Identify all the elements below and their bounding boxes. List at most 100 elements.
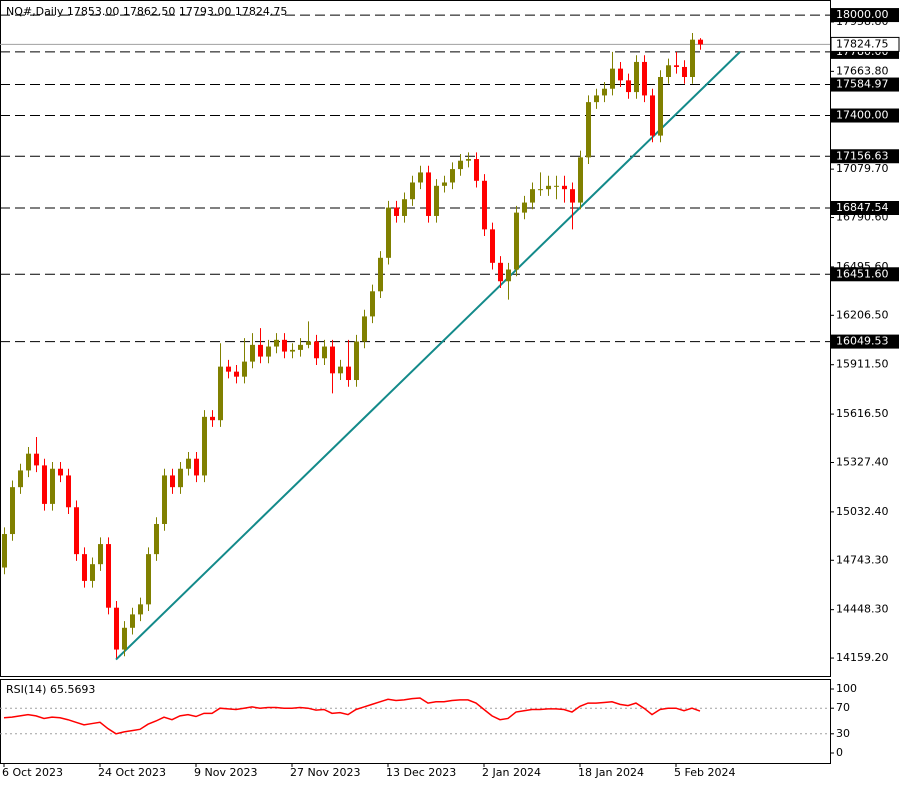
candle-body	[442, 182, 447, 186]
candle-body	[434, 185, 439, 216]
candle-body	[450, 169, 455, 183]
candle-body	[386, 207, 391, 258]
candle-body	[290, 349, 295, 352]
candle-body	[66, 475, 71, 508]
level-label: 16451.60	[836, 267, 889, 280]
candle-body	[242, 361, 247, 377]
candle-body	[570, 189, 575, 203]
candle-body	[138, 604, 143, 615]
candle-body	[586, 102, 591, 158]
y-tick-label: 17079.70	[836, 162, 889, 175]
candle-body	[306, 341, 311, 345]
y-tick-label: 14743.30	[836, 553, 889, 566]
rsi-tick-label: 70	[836, 701, 850, 714]
candle-body	[530, 189, 535, 203]
candle-body	[674, 65, 679, 67]
candle-body	[634, 61, 639, 93]
candle-body	[202, 416, 207, 476]
candle-body	[186, 458, 191, 469]
candle-body	[514, 212, 519, 270]
candle-body	[226, 366, 231, 372]
level-box	[831, 200, 899, 215]
candle-body	[642, 61, 647, 96]
level-label: 16049.53	[836, 335, 889, 348]
candle-body	[402, 199, 407, 216]
candle-body	[490, 229, 495, 263]
rsi-line	[3, 697, 701, 735]
candle-body	[34, 453, 39, 466]
candle-body	[298, 344, 303, 350]
rsi-tick-label: 0	[836, 746, 843, 759]
candle-body	[170, 475, 175, 488]
rsi-tick-label: 30	[836, 727, 850, 740]
y-tick-label: 14159.20	[836, 651, 889, 664]
candle-body	[314, 341, 319, 359]
candle-body	[154, 523, 159, 555]
candle-body	[658, 77, 663, 136]
rsi-panel	[0, 679, 831, 764]
x-tick-label: 2 Jan 2024	[482, 766, 541, 779]
candle-body	[458, 160, 463, 170]
y-tick-label: 14448.30	[836, 603, 889, 616]
candle-body	[178, 468, 183, 488]
price-panel	[0, 0, 831, 677]
candle-body	[274, 339, 279, 347]
chart-title: NQ#,Daily 17853.00 17862.50 17793.00 178…	[6, 5, 287, 18]
x-tick-label: 18 Jan 2024	[578, 766, 644, 779]
candle-body	[106, 544, 111, 608]
candle-body	[58, 468, 63, 476]
candle-body	[162, 475, 167, 524]
level-label: 16847.54	[836, 201, 889, 214]
candle-body	[418, 172, 423, 183]
level-label: 17156.63	[836, 149, 889, 162]
candle-body	[426, 172, 431, 216]
rsi-title: RSI(14) 65.5693	[6, 683, 95, 696]
candle-body	[258, 344, 263, 357]
candle-body	[218, 366, 223, 421]
level-label: 17584.97	[836, 78, 889, 91]
candle-body	[210, 416, 215, 421]
level-box	[831, 149, 899, 164]
candle-body	[378, 257, 383, 292]
candle-body	[394, 207, 399, 216]
candle-body	[114, 607, 119, 650]
level-box	[831, 267, 899, 282]
candle-body	[266, 346, 271, 357]
y-tick-label: 15911.50	[836, 358, 889, 371]
candle-body	[50, 468, 55, 504]
level-label: 18000.00	[836, 8, 889, 21]
candle-body	[618, 68, 623, 81]
x-tick-label: 24 Oct 2023	[98, 766, 166, 779]
candle-body	[498, 262, 503, 282]
x-tick-label: 9 Nov 2023	[194, 766, 257, 779]
candle-body	[322, 346, 327, 359]
x-tick-label: 13 Dec 2023	[386, 766, 456, 779]
y-tick-label: 15327.40	[836, 455, 889, 468]
candle-body	[26, 453, 31, 471]
candle-body	[18, 470, 23, 488]
candle-body	[538, 189, 543, 191]
candle-body	[346, 366, 351, 381]
candle-body	[362, 316, 367, 342]
y-tick-label: 15032.40	[836, 505, 889, 518]
candle-body	[482, 180, 487, 230]
candle-body	[122, 627, 127, 650]
candle-body	[626, 80, 631, 93]
candle-body	[666, 65, 671, 78]
candle-body	[90, 564, 95, 581]
candle-body	[194, 458, 199, 476]
candle-body	[234, 371, 239, 377]
trendline	[115, 51, 741, 661]
level-label: 17400.00	[836, 109, 889, 122]
candle-body	[330, 346, 335, 374]
x-tick-label: 27 Nov 2023	[290, 766, 360, 779]
candle-body	[690, 39, 695, 78]
candle-body	[554, 185, 559, 187]
level-box	[831, 77, 899, 92]
candle-body	[562, 185, 567, 190]
y-tick-label: 15616.50	[836, 407, 889, 420]
y-tick-label: 17663.80	[836, 64, 889, 77]
candle-body	[42, 465, 47, 504]
candle-body	[602, 88, 607, 96]
candle-body	[682, 66, 687, 78]
